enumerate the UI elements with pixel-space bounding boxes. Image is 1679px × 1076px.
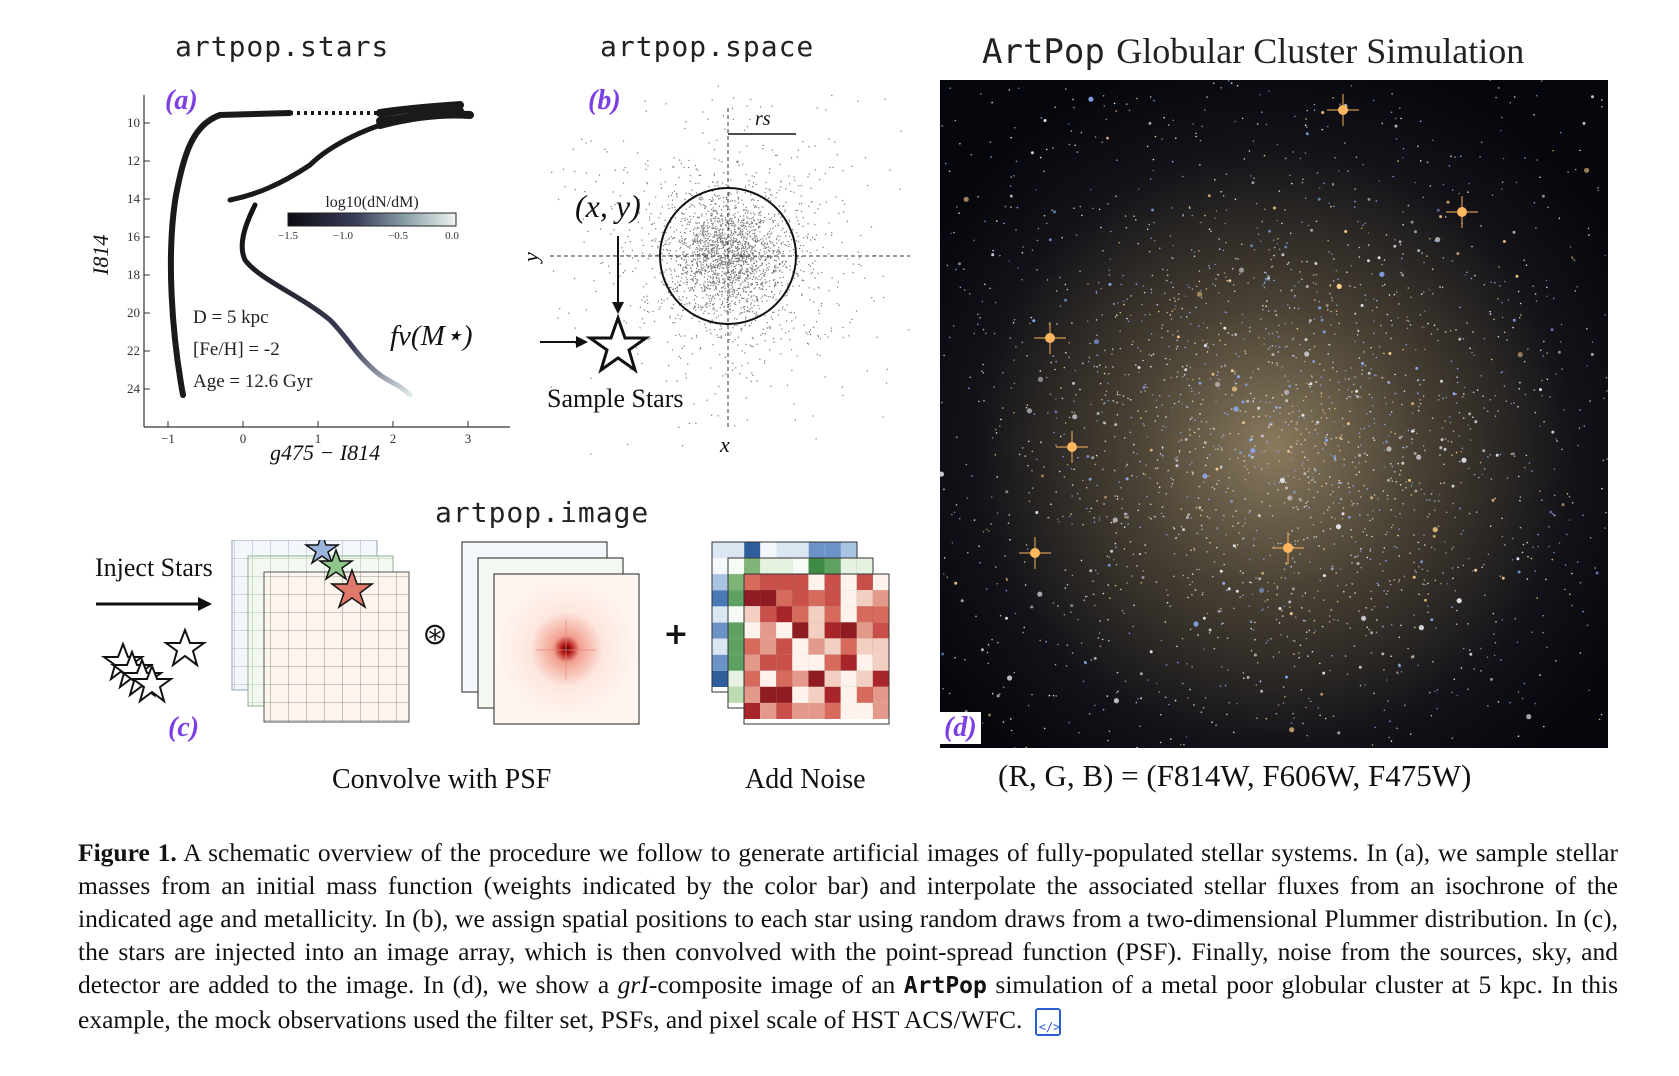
panel-d-header: ArtPop Globular Cluster Simulation — [982, 30, 1524, 72]
convolve-symbol: ⊛ — [422, 617, 447, 652]
rgb-branch-curve — [167, 110, 293, 398]
figure-caption: Figure 1. A schematic overview of the pr… — [78, 836, 1618, 1037]
caption-label: Figure 1. — [78, 838, 177, 867]
injected-stars-icon — [100, 627, 208, 704]
ytick-20: 20 — [127, 305, 140, 320]
colorbar-label: log10(dN/dM) — [325, 194, 418, 211]
red-star-icon — [329, 567, 375, 609]
ytick-22: 22 — [127, 343, 140, 358]
param-metallicity: [Fe/H] = -2 — [193, 339, 280, 360]
caption-italic: grI — [617, 970, 649, 999]
subgiant-curve — [227, 114, 413, 203]
panel-d-title-text: Globular Cluster Simulation — [1116, 31, 1525, 71]
ytick-18: 18 — [127, 267, 140, 282]
rgb-label: (R, G, B) = (F814W, F606W, F475W) — [998, 758, 1472, 793]
grid-red — [263, 571, 410, 723]
plus-symbol: + — [663, 617, 688, 652]
cbar-tick-3: 0.0 — [445, 230, 459, 242]
xtick-m1: −1 — [161, 431, 175, 446]
artpop-mono-title: ArtPop — [982, 32, 1105, 72]
ytick-14: 14 — [127, 191, 141, 206]
panel-c-header: artpop.image — [435, 496, 650, 529]
xtick-1: 1 — [315, 431, 322, 446]
xy-label: (x, y) — [575, 188, 641, 224]
panel-d-letter: (d) — [940, 712, 981, 744]
panel-b-y-axis: y — [518, 252, 543, 262]
ytick-12: 12 — [127, 153, 140, 168]
ytick-10: 10 — [127, 115, 140, 130]
add-noise-label: Add Noise — [745, 764, 866, 795]
param-distance: D = 5 kpc — [193, 307, 269, 328]
flux-label: fν(M⋆) — [390, 320, 473, 352]
inject-stars-label: Inject Stars — [95, 553, 213, 582]
cluster-image — [940, 80, 1608, 748]
caption-part3: simulation of a metal poor globular clus… — [78, 970, 1618, 1034]
panel-c-letter: (c) — [168, 712, 200, 743]
sample-stars-label: Sample Stars — [547, 384, 684, 413]
ytick-24: 24 — [127, 381, 141, 396]
sample-star-icon — [585, 313, 651, 374]
ytick-16: 16 — [127, 229, 141, 244]
plummer-scatter — [550, 85, 910, 455]
xtick-0: 0 — [240, 431, 247, 446]
noise-red — [743, 573, 890, 725]
panel-a-letter: (a) — [165, 85, 198, 116]
panel-a-ylabel: I814 — [88, 234, 113, 275]
panel-b-letter: (b) — [588, 85, 621, 116]
panel-a-cmd-plot: 10 12 14 16 18 20 22 24 −1 0 1 2 3 log10… — [127, 95, 510, 446]
caption-part2: -composite image of an — [648, 970, 904, 999]
colorbar — [287, 212, 457, 227]
main-sequence-curve — [239, 202, 413, 398]
caption-part1: A schematic overview of the procedure we… — [78, 838, 1618, 999]
panel-b-header: artpop.space — [600, 30, 815, 63]
code-link-icon[interactable]: </> — [1034, 1008, 1061, 1037]
panel-b-x-axis: x — [720, 432, 730, 457]
convolve-label: Convolve with PSF — [332, 764, 552, 795]
panel-b-spatial-plot — [540, 85, 910, 455]
cbar-tick-1: −1.0 — [333, 230, 353, 242]
cbar-tick-0: −1.5 — [278, 230, 298, 242]
cbar-tick-2: −0.5 — [388, 230, 408, 242]
xtick-3: 3 — [465, 431, 472, 446]
caption-code: ArtPop — [903, 973, 987, 999]
rs-label: rs — [755, 108, 771, 130]
panel-a-xlabel: g475 − I814 — [270, 440, 381, 465]
panel-c-diagram: ⊛ + — [96, 540, 890, 725]
panel-a-header: artpop.stars — [175, 30, 390, 63]
scale-radius-circle — [659, 187, 797, 325]
param-age: Age = 12.6 Gyr — [193, 371, 313, 392]
xtick-2: 2 — [390, 431, 397, 446]
